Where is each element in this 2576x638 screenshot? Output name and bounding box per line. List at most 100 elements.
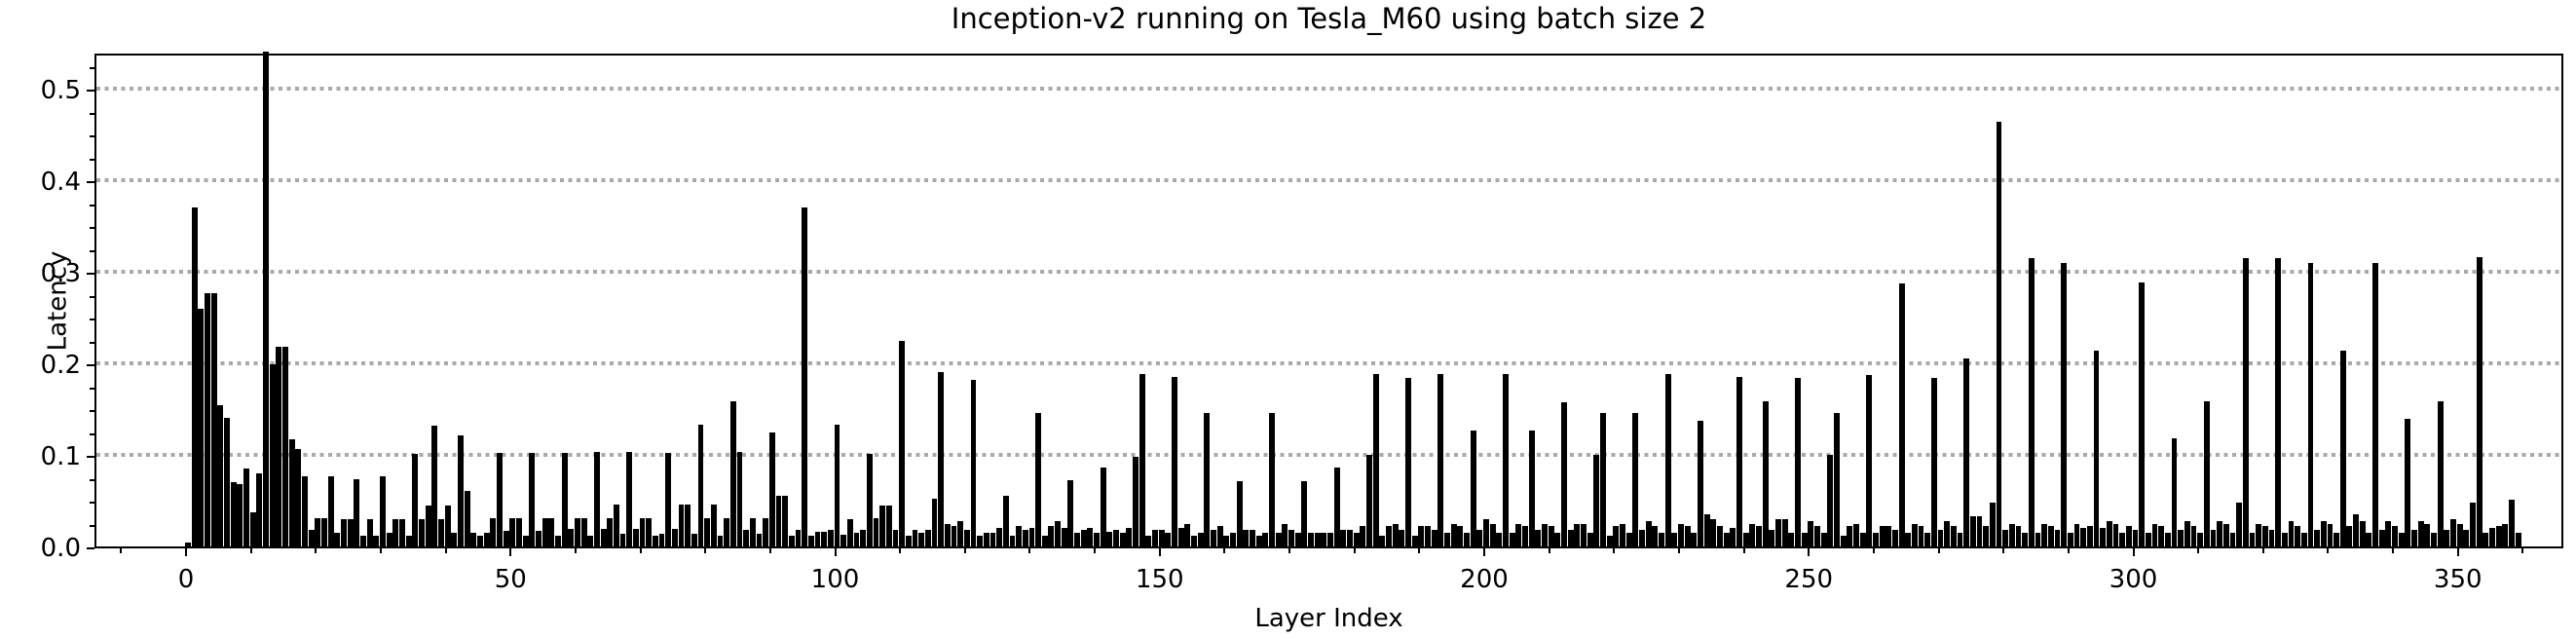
x-minor-tick [444,548,447,553]
bar-layer-74 [665,453,672,546]
bar-layer-111 [905,535,912,546]
bar-layer-194 [1444,532,1450,546]
bar-layer-26 [354,479,360,546]
bar-layer-268 [1924,532,1931,546]
bar-layer-13 [269,363,276,546]
bar-layer-61 [580,517,587,546]
bar-layer-159 [1216,526,1223,546]
bar-layer-338 [2378,530,2385,546]
y-minor-tick [90,432,94,435]
bar-layer-99 [827,530,834,546]
x-minor-tick [379,548,382,553]
bar-layer-218 [1600,412,1606,546]
bar-layer-284 [2028,257,2035,546]
bar-layer-322 [2275,257,2282,546]
bar-layer-288 [2054,530,2061,546]
bar-layer-185 [1386,526,1392,546]
bar-layer-267 [1918,526,1924,546]
x-minor-tick [1937,548,1940,553]
x-minor-tick [1353,548,1356,553]
bar-layer-84 [729,401,736,546]
bar-layer-273 [1957,532,1963,546]
bar-layer-35 [412,454,419,546]
bar-layer-237 [1723,532,1730,546]
bar-layer-241 [1749,523,1756,546]
bar-layer-3 [205,292,210,546]
bar-layer-260 [1872,532,1879,546]
bar-layer-243 [1762,401,1769,546]
bar-layer-337 [2372,262,2379,546]
bar-layer-153 [1177,528,1184,546]
bar-layer-312 [2210,530,2217,546]
bar-layer-66 [613,504,619,546]
bar-layer-210 [1548,526,1554,546]
x-minor-tick [1288,548,1291,553]
bar-layer-87 [749,517,756,546]
x-tick-label: 50 [494,565,527,594]
bar-layer-161 [1230,532,1236,546]
bar-layer-58 [561,453,568,546]
bar-layer-330 [2327,523,2333,546]
bar-layer-206 [1522,526,1528,546]
x-minor-tick [963,548,966,553]
bar-layer-324 [2288,520,2295,546]
bar-layer-286 [2041,523,2048,546]
bar-layer-331 [2333,532,2340,546]
bar-layer-315 [2229,532,2236,546]
x-axis-label: Layer Index [1254,604,1403,633]
bar-layer-291 [2073,523,2080,546]
x-major-tick [185,548,187,556]
bar-layer-64 [600,529,607,546]
y-minor-tick [90,387,94,390]
bar-layer-327 [2307,262,2314,546]
bar-layer-307 [2178,530,2184,546]
bar-layer-192 [1431,530,1437,546]
bar-layer-304 [2158,526,2165,546]
x-minor-tick [2067,548,2070,553]
bar-layer-230 [1678,523,1684,546]
x-major-tick [1808,548,1811,556]
bar-layer-242 [1755,526,1762,546]
bar-layer-282 [2015,526,2022,546]
bar-layer-108 [885,505,892,546]
bar-layer-262 [1885,526,1892,546]
bar-layer-196 [1457,526,1464,546]
x-minor-tick [2197,548,2200,553]
bar-layer-313 [2217,520,2223,546]
bar-layer-184 [1379,535,1386,546]
x-major-tick [2456,548,2459,556]
x-minor-tick [2392,548,2395,553]
bar-layer-62 [587,535,594,546]
x-major-tick [2132,548,2135,556]
bar-layer-131 [1035,412,1042,546]
bar-layer-271 [1944,520,1951,546]
y-minor-tick [90,135,94,137]
gridline-y-0.1 [96,453,2561,457]
bar-layer-81 [710,504,717,546]
bar-layer-169 [1282,523,1288,546]
bar-layer-15 [282,347,288,546]
bar-layer-178 [1340,530,1347,546]
x-tick-label: 300 [2109,565,2158,594]
bar-layer-209 [1542,523,1548,546]
x-minor-tick [1223,548,1226,553]
bar-layer-136 [1067,480,1074,546]
bar-layer-44 [470,532,477,546]
bar-layer-129 [1022,530,1028,546]
bar-layer-181 [1360,526,1366,546]
bar-layer-354 [2483,532,2489,546]
bar-layer-6 [224,418,230,546]
x-minor-tick [1742,548,1745,553]
bar-layer-157 [1204,412,1211,546]
bar-layer-25 [347,518,354,546]
bar-layer-339 [2385,520,2392,546]
y-minor-tick [90,524,94,527]
bar-layer-220 [1613,526,1620,546]
bar-layer-144 [1119,532,1126,546]
y-major-tick [87,273,94,275]
x-minor-tick [2002,548,2005,553]
bar-layer-21 [321,517,327,546]
bar-layer-350 [2456,523,2463,546]
bar-layer-321 [2268,530,2275,546]
bar-layer-226 [1652,526,1659,546]
